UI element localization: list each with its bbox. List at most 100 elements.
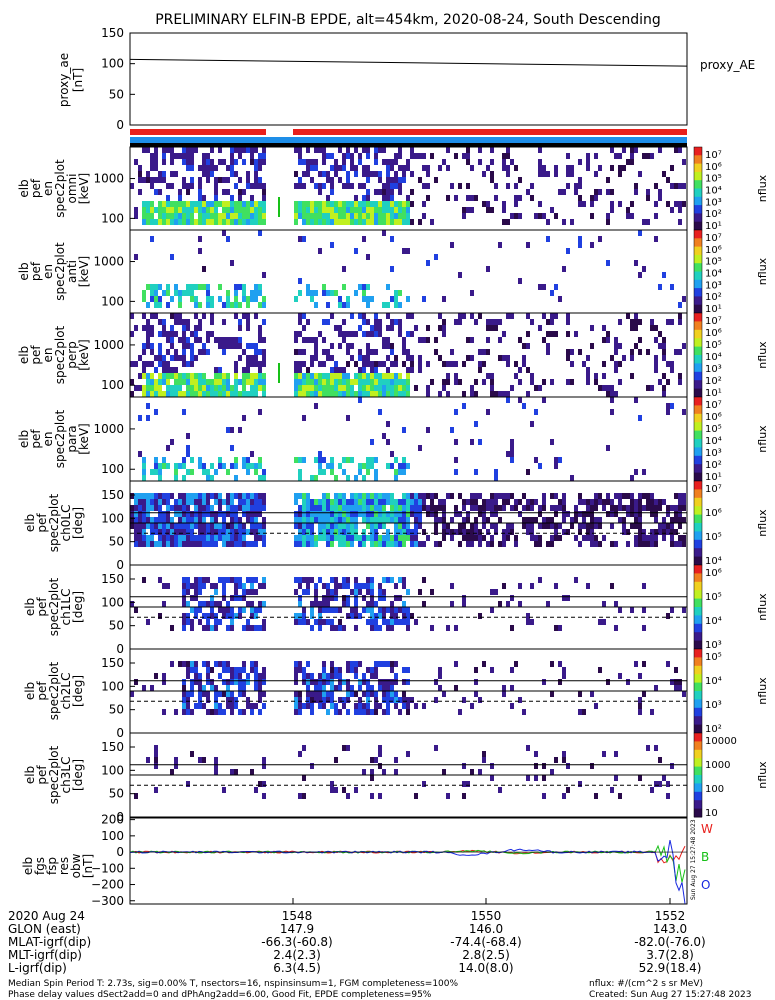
spec-cell — [214, 703, 218, 709]
spec-cell — [362, 535, 366, 541]
spec-cell — [162, 529, 166, 535]
colorbar-step — [694, 151, 702, 156]
spec-cell — [178, 189, 182, 195]
spec-cell — [314, 535, 318, 541]
spec-cell — [190, 511, 194, 517]
spec-cell — [358, 511, 362, 517]
spec-cell — [370, 667, 374, 673]
spec-cell — [510, 213, 514, 219]
spec-cell — [406, 529, 410, 535]
proxy-ae-legend: proxy_AE — [700, 58, 755, 72]
spec-cell — [222, 679, 226, 685]
spec-cell — [246, 177, 250, 183]
spec-cell — [254, 493, 258, 499]
spec-cell — [534, 751, 538, 757]
spec-cell — [202, 691, 206, 697]
spec-cell — [134, 159, 138, 165]
spec-cell — [354, 219, 358, 225]
spec-cell — [226, 661, 230, 667]
colorbar-step — [694, 560, 702, 566]
spec-cell — [346, 147, 350, 153]
spec-cell — [610, 541, 614, 547]
spec-cell — [146, 219, 150, 225]
spec-cell — [250, 183, 254, 189]
spec-cell — [430, 499, 434, 505]
spec-cell — [430, 493, 434, 499]
spec-cell — [230, 337, 234, 343]
colorbar-tick-label: 10⁴ — [705, 269, 722, 280]
spec-cell — [378, 703, 382, 709]
colorbar-step — [694, 447, 702, 453]
spec-cell — [182, 697, 186, 703]
spec-cell — [230, 529, 234, 535]
spec-cell — [398, 207, 402, 213]
spec-ylabel: pef — [35, 681, 49, 701]
spec-cell — [342, 457, 346, 463]
spec-cell — [386, 313, 390, 319]
spec-ylabel: [deg] — [71, 507, 85, 539]
spec-cell — [362, 284, 366, 290]
colorbar-tick-label: 10¹ — [705, 388, 722, 399]
spec-cell — [298, 159, 302, 165]
spec-cell — [394, 475, 398, 481]
spec-cell — [362, 679, 366, 685]
spec-cell — [466, 195, 470, 201]
spec-cell — [358, 535, 362, 541]
spec-cell — [154, 284, 158, 290]
spec-cell — [154, 165, 158, 171]
spec-cell — [466, 541, 470, 547]
spec-cell — [374, 469, 378, 475]
spec-cell — [318, 391, 322, 397]
spec-cell — [166, 535, 170, 541]
spec-cell — [494, 195, 498, 201]
spec-cell — [682, 296, 686, 302]
spec-cell — [362, 595, 366, 601]
spec-cell — [358, 709, 362, 715]
legend-o: O — [701, 878, 710, 892]
spec-cell — [350, 153, 354, 159]
spec-cell — [598, 499, 602, 505]
spec-cell — [338, 709, 342, 715]
spec-cell — [386, 661, 390, 667]
colorbar-step — [694, 686, 702, 692]
spec-cell — [358, 613, 362, 619]
spec-cell — [194, 337, 198, 343]
spec-cell — [518, 397, 522, 403]
spec-cell — [530, 421, 534, 427]
spec-cell — [634, 661, 638, 667]
spec-cell — [262, 763, 266, 769]
spec-cell — [326, 583, 330, 589]
spec-cell — [190, 385, 194, 391]
spec-cell — [310, 505, 314, 511]
spec-cell — [422, 577, 426, 583]
spec-cell — [554, 757, 558, 763]
spec-cell — [166, 505, 170, 511]
spec-cell — [202, 703, 206, 709]
spec-cell — [202, 469, 206, 475]
colorbar-step — [694, 552, 702, 558]
spec-cell — [386, 679, 390, 685]
spec-ylabel: en — [41, 348, 55, 363]
spec-cell — [334, 475, 338, 481]
spec-cell — [450, 535, 454, 541]
spec-cell — [406, 213, 410, 219]
spec-cell — [418, 505, 422, 511]
spec-cell — [446, 523, 450, 529]
spec-cell — [406, 517, 410, 523]
spec-cell — [378, 583, 382, 589]
spec-cell — [390, 165, 394, 171]
spec-cell — [130, 331, 134, 337]
spec-cell — [198, 589, 202, 595]
spec-cell — [378, 379, 382, 385]
fgs-ylabel-5: obw — [69, 853, 83, 878]
spec-cell — [214, 691, 218, 697]
spec-cell — [230, 523, 234, 529]
colorbar-tick-label: 10³ — [705, 448, 722, 459]
spec-cell — [226, 679, 230, 685]
spec-cell — [142, 511, 146, 517]
spec-cell — [602, 325, 606, 331]
spec-cell — [222, 230, 226, 236]
spec-cell — [218, 493, 222, 499]
spec-cell — [438, 541, 442, 547]
